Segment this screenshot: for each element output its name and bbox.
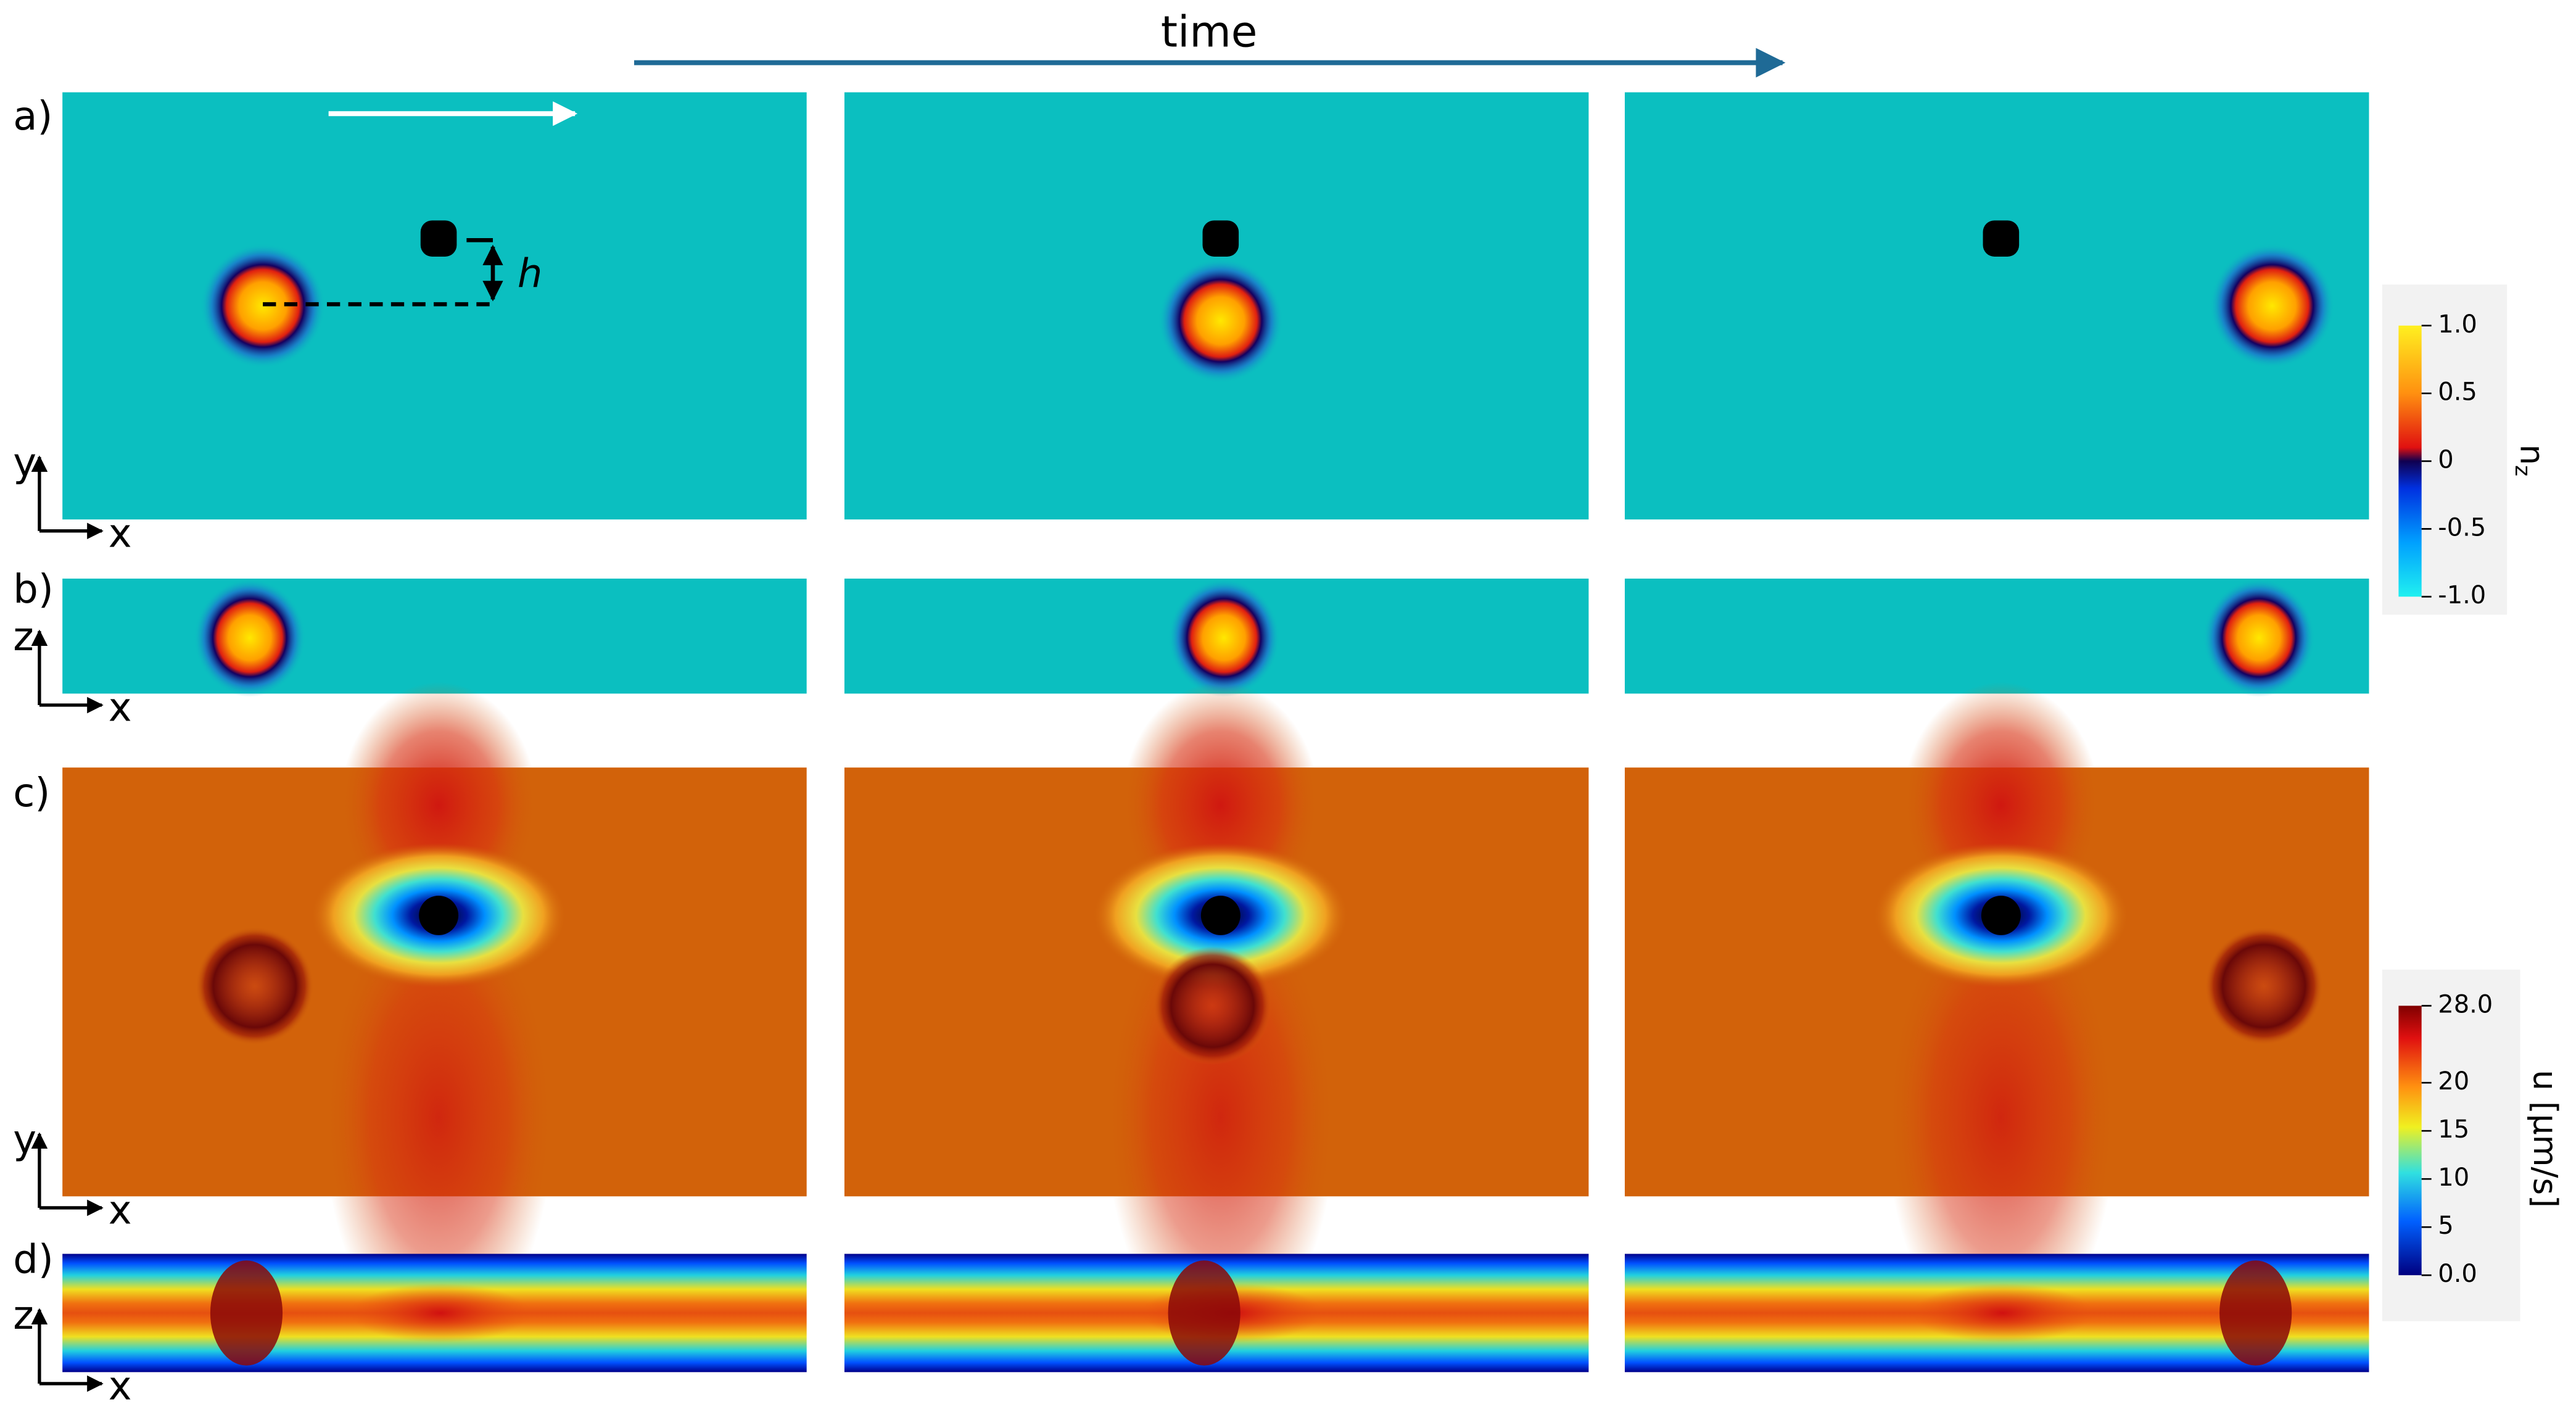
droplet-trace <box>1153 946 1272 1065</box>
droplet-trace <box>2205 927 2323 1046</box>
flow-core <box>1912 1283 2093 1343</box>
colorbar <box>2398 325 2422 597</box>
axis-label: x <box>109 1363 132 1409</box>
axis-label: z <box>13 614 34 660</box>
plume <box>323 887 554 1348</box>
colorbar-tick-label: 0.0 <box>2438 1260 2477 1288</box>
panel-label: c) <box>13 770 50 816</box>
axis-label: x <box>109 511 132 556</box>
colorbar <box>2398 1006 2422 1276</box>
time-label: time <box>1161 7 1257 57</box>
colorbar-tick-label: 20 <box>2438 1067 2469 1096</box>
axis-label: x <box>109 685 132 731</box>
droplet <box>2210 243 2335 369</box>
droplet-trace <box>195 927 314 1046</box>
panel-label: d) <box>13 1237 54 1282</box>
sim-panel <box>62 578 807 694</box>
panel-label: b) <box>13 567 54 613</box>
particle <box>1983 220 2020 257</box>
colorbar-label: nz <box>2510 444 2551 476</box>
colorbar-label-sub: z <box>2510 465 2535 476</box>
panel-label: a) <box>13 94 52 139</box>
flow-core <box>350 1283 531 1343</box>
colorbar-tick-label: 10 <box>2438 1163 2469 1192</box>
particle <box>1981 895 2021 935</box>
colorbars: nz u [μm/s] 1.0 0.5 0 -0.5 -1.0 28.0 20 15 10 5 0.… <box>2382 284 2564 1321</box>
colorbar-tick-label: 15 <box>2438 1115 2469 1144</box>
droplet-trace <box>210 1260 283 1366</box>
colorbar-tick-label: -1.0 <box>2438 581 2486 609</box>
colorbar-label: u [μm/s] <box>2526 1070 2564 1208</box>
particle <box>420 220 457 257</box>
droplet <box>1168 578 1280 697</box>
droplet <box>2203 578 2315 697</box>
colorbar-tick-label: 1.0 <box>2438 310 2477 339</box>
colorbar-tick-label: -0.5 <box>2438 513 2486 542</box>
colorbar-label-main: n <box>2513 444 2551 465</box>
colorbar-tick-label: 28.0 <box>2438 990 2493 1018</box>
droplet-trace <box>2219 1260 2292 1366</box>
panels: y x z x y x z x <box>13 92 2369 1410</box>
axis-label: x <box>109 1188 132 1234</box>
colorbar-tick-label: 0.5 <box>2438 378 2477 407</box>
droplet <box>1158 258 1284 384</box>
h-label: h <box>518 251 543 297</box>
particle <box>1202 220 1239 257</box>
droplet-trace <box>1168 1260 1241 1366</box>
colorbar-tick-label: 5 <box>2438 1212 2453 1240</box>
droplet <box>194 578 306 697</box>
particle <box>1200 895 1241 935</box>
colorbar-tick-label: 0 <box>2438 446 2453 474</box>
particle <box>419 895 459 935</box>
axis-label: z <box>13 1293 34 1339</box>
axis-label: y <box>13 1117 36 1163</box>
plume <box>1886 887 2116 1348</box>
axis-label: y <box>13 440 36 486</box>
